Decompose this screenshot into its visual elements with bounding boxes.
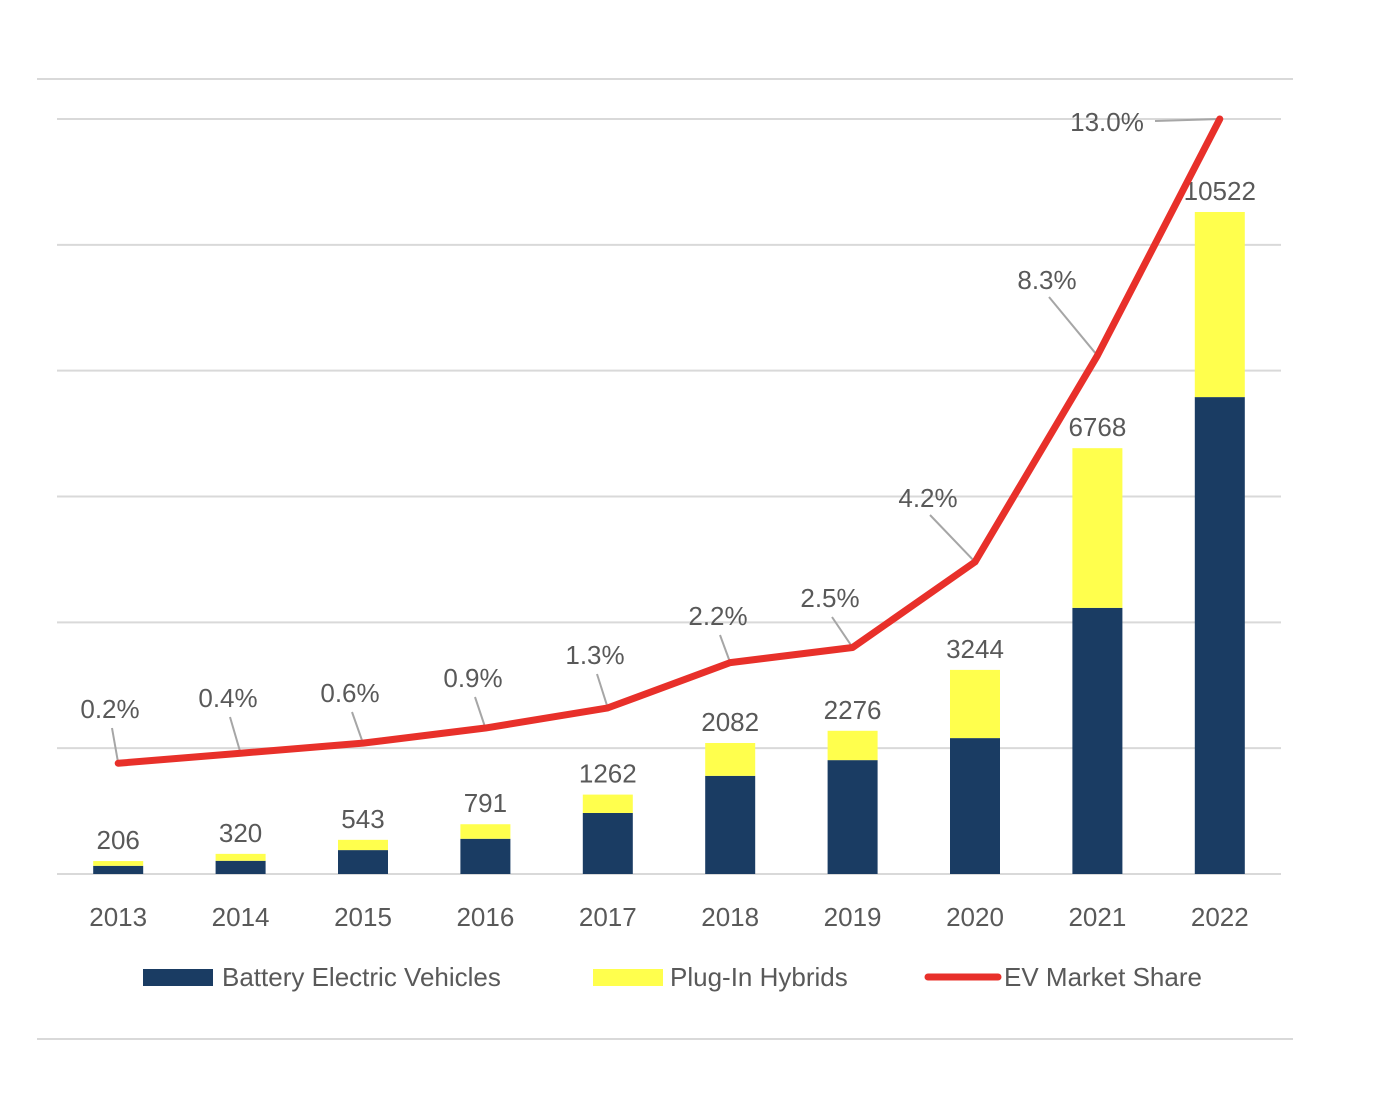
bar-phev-2019 xyxy=(827,730,878,761)
legend-label-share: EV Market Share xyxy=(1004,962,1202,992)
share-label-2018: 2.2% xyxy=(688,601,747,631)
bar-phev-2014 xyxy=(215,853,266,861)
share-label-2014: 0.4% xyxy=(198,683,257,713)
share-label-2022: 13.0% xyxy=(1070,107,1144,137)
x-tick-label-2019: 2019 xyxy=(824,902,882,932)
share-label-2019: 2.5% xyxy=(800,583,859,613)
x-tick-label-2020: 2020 xyxy=(946,902,1004,932)
total-label-2016: 791 xyxy=(464,788,507,818)
bar-bev-2013 xyxy=(93,865,144,874)
share-leader-line xyxy=(1154,118,1220,122)
share-leader-line xyxy=(719,634,732,663)
share-leader-line xyxy=(831,616,854,649)
ev-market-share-line xyxy=(114,115,1224,767)
x-tick-label-2022: 2022 xyxy=(1191,902,1249,932)
x-tick-label-2018: 2018 xyxy=(701,902,759,932)
share-label-2021: 8.3% xyxy=(1017,265,1076,295)
total-label-2018: 2082 xyxy=(701,707,759,737)
total-label-2019: 2276 xyxy=(824,695,882,725)
bar-phev-2017 xyxy=(582,794,633,813)
bar-bev-2018 xyxy=(705,775,756,874)
total-label-2021: 6768 xyxy=(1068,412,1126,442)
share-leader-line xyxy=(229,716,242,754)
bar-bev-2014 xyxy=(215,860,266,874)
x-tick-label-2015: 2015 xyxy=(334,902,392,932)
bar-bev-2017 xyxy=(582,812,633,874)
total-label-2017: 1262 xyxy=(579,759,637,789)
share-label-2013: 0.2% xyxy=(80,694,139,724)
share-leader-line xyxy=(351,711,364,744)
bar-phev-2016 xyxy=(460,824,511,839)
total-label-2022: 10522 xyxy=(1184,176,1256,206)
x-tick-label-2021: 2021 xyxy=(1068,902,1126,932)
total-label-2020: 3244 xyxy=(946,634,1004,664)
total-label-2015: 543 xyxy=(341,804,384,834)
bar-phev-2013 xyxy=(93,861,144,866)
legend: Battery Electric Vehicles Plug-In Hybrid… xyxy=(143,962,1202,992)
share-label-2015: 0.6% xyxy=(320,678,379,708)
x-tick-label-2014: 2014 xyxy=(212,902,270,932)
share-label-2016: 0.9% xyxy=(443,663,502,693)
bar-bev-2021 xyxy=(1072,607,1123,874)
legend-label-bev: Battery Electric Vehicles xyxy=(222,962,501,992)
bar-phev-2015 xyxy=(338,839,388,851)
x-tick-label-2016: 2016 xyxy=(456,902,514,932)
x-tick-label-2013: 2013 xyxy=(89,902,147,932)
total-label-2014: 320 xyxy=(219,818,262,848)
share-leader-line xyxy=(596,673,609,709)
bar-phev-2020 xyxy=(950,669,1000,739)
legend-swatch-phev xyxy=(593,969,663,986)
share-label-2020: 4.2% xyxy=(898,483,957,513)
share-leader-line xyxy=(111,727,120,764)
bar-phev-2021 xyxy=(1072,448,1123,608)
share-leader-line xyxy=(474,696,487,729)
bar-phev-2022 xyxy=(1194,211,1245,398)
bar-phev-2018 xyxy=(705,743,756,776)
bar-bev-2022 xyxy=(1194,397,1245,874)
bar-bev-2019 xyxy=(827,760,878,874)
bar-bev-2015 xyxy=(338,850,388,874)
legend-swatch-bev xyxy=(143,969,213,986)
bar-bev-2016 xyxy=(460,838,511,874)
x-tick-label-2017: 2017 xyxy=(579,902,637,932)
share-label-2017: 1.3% xyxy=(565,640,624,670)
bar-bev-2020 xyxy=(950,738,1000,874)
legend-label-phev: Plug-In Hybrids xyxy=(670,962,848,992)
share-leader-line xyxy=(1048,296,1099,357)
share-leader-line xyxy=(929,514,976,563)
total-label-2013: 206 xyxy=(97,825,140,855)
